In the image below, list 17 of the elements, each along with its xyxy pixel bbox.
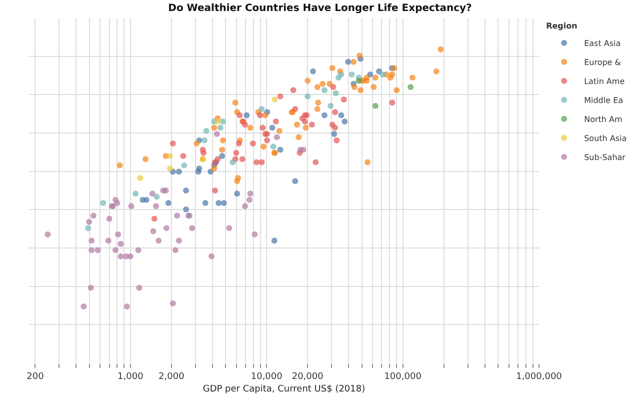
legend-title: Region xyxy=(546,21,578,30)
legend-label: Sub-Sahar xyxy=(584,153,626,162)
legend-label: East Asia xyxy=(584,39,621,48)
legend-label: Europe & xyxy=(584,58,622,68)
x-tick-label: 1,000,000 xyxy=(516,372,562,382)
legend-label: Latin Ame xyxy=(584,77,625,86)
legend-label: South Asia xyxy=(584,134,627,144)
legend-label: North Am xyxy=(584,115,622,124)
legend-label: Middle Ea xyxy=(584,96,624,106)
x-tick-label: 100,000 xyxy=(384,372,422,382)
x-tick-label: 20,000 xyxy=(292,372,324,382)
x-tick-label: 200 xyxy=(26,372,44,382)
x-tick-label: 1,000 xyxy=(118,372,144,382)
x-tick-label: 10,000 xyxy=(250,372,283,382)
x-tick-label: 2,000 xyxy=(158,372,185,382)
x-axis-title: GDP per Capita, Current US$ (2018) xyxy=(202,384,366,395)
chart-title: Do Wealthier Countries Have Longer Life Expectancy? xyxy=(168,3,472,14)
